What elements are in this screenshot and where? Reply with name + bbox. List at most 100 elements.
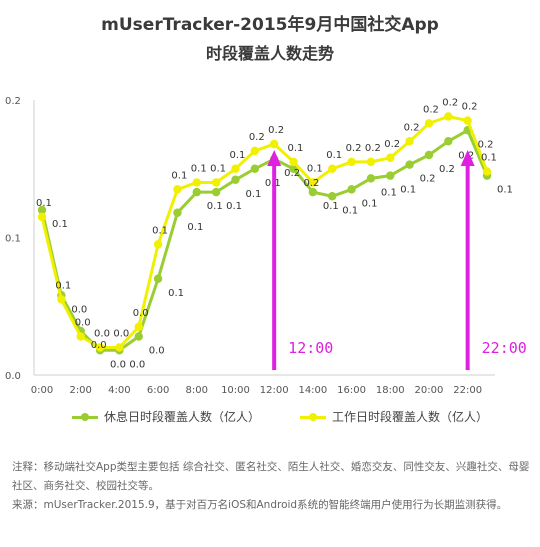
data-point [134, 332, 143, 341]
series-line-0 [40, 128, 489, 352]
data-point [482, 167, 492, 176]
data-label: 0.2 [423, 104, 439, 115]
annotation-label: 12:00 [288, 339, 333, 357]
data-point [231, 164, 240, 173]
data-label: 0.1 [381, 187, 397, 198]
y-tick-label: 0.1 [5, 234, 21, 245]
data-point [95, 343, 105, 352]
legend-item-work-day: 工作日时段覆盖人数（亿人） [300, 408, 488, 425]
data-label: 0.2 [346, 143, 362, 154]
annotation-arrow-head [460, 150, 475, 166]
data-label: 0.1 [481, 153, 497, 164]
legend-label-work-day: 工作日时段覆盖人数（亿人） [332, 410, 489, 424]
x-tick-label: 2:00 [69, 385, 91, 396]
data-label: 0.1 [152, 225, 168, 236]
data-point [347, 157, 356, 167]
data-point [153, 274, 163, 283]
data-label: 0.2 [420, 174, 436, 185]
data-label: 0.0 [113, 329, 129, 340]
data-label: 0.1 [497, 185, 513, 196]
data-point [405, 160, 414, 169]
data-label: 0.2 [249, 132, 265, 143]
data-label: 0.0 [71, 304, 87, 315]
data-label: 0.1 [326, 150, 342, 161]
data-label: 0.2 [404, 122, 420, 133]
data-point [444, 137, 453, 146]
data-label: 0.1 [52, 219, 68, 230]
data-point [366, 157, 376, 167]
data-point [444, 112, 453, 121]
data-point [115, 343, 124, 352]
annotation-arrow-head [267, 150, 282, 166]
x-tick-label: 18:00 [376, 385, 405, 396]
data-label: 0.2 [284, 168, 300, 179]
data-point [308, 178, 318, 187]
data-point [386, 153, 395, 162]
data-label: 0.1 [342, 205, 358, 216]
data-point [134, 322, 143, 332]
data-label: 0.1 [229, 150, 245, 161]
x-tick-label: 22:00 [453, 385, 482, 396]
data-label: 0.0 [75, 318, 91, 329]
data-label: 0.2 [442, 98, 458, 109]
data-label: 0.1 [210, 164, 226, 175]
chart-footnote: 注释：移动端社交App类型主要包括 综合社交、匿名社交、陌生人社交、婚恋交友、同… [12, 461, 530, 492]
y-tick-label: 0.2 [5, 96, 21, 107]
x-tick-label: 14:00 [298, 385, 327, 396]
data-label: 0.2 [384, 139, 400, 150]
data-label: 0.1 [288, 143, 304, 154]
data-point [250, 164, 260, 173]
data-label: 0.0 [91, 340, 107, 351]
data-point [37, 212, 47, 222]
data-point [289, 157, 298, 167]
legend-label-rest-day: 休息日时段覆盖人数（亿人） [104, 410, 261, 424]
data-label: 0.1 [191, 164, 207, 175]
data-label: 0.1 [171, 170, 187, 181]
data-label: 0.1 [55, 280, 71, 291]
legend-swatch-work-day [300, 413, 326, 421]
data-point [173, 208, 182, 217]
x-tick-label: 20:00 [415, 385, 444, 396]
chart-title-line1: mUserTracker-2015年9月中国社交App [101, 15, 439, 35]
x-tick-label: 12:00 [260, 385, 289, 396]
data-label: 0.0 [133, 308, 149, 319]
data-point [250, 146, 260, 156]
x-tick-label: 6:00 [147, 385, 169, 396]
data-label: 0.0 [94, 329, 110, 340]
data-point [424, 119, 434, 128]
data-point [192, 187, 201, 197]
data-point [231, 175, 240, 184]
data-point [153, 240, 163, 249]
legend-item-rest-day: 休息日时段覆盖人数（亿人） [72, 408, 260, 425]
data-point [289, 164, 298, 173]
data-label: 0.2 [439, 164, 455, 175]
data-label: 0.1 [187, 222, 203, 233]
data-point [366, 174, 376, 183]
x-tick-label: 4:00 [108, 385, 130, 396]
data-label: 0.1 [207, 201, 223, 212]
data-label: 0.2 [304, 178, 320, 189]
annotation-label: 22:00 [482, 339, 527, 357]
data-label: 0.1 [168, 288, 184, 299]
data-label: 0.1 [226, 201, 242, 212]
data-point [405, 137, 414, 146]
data-label: 0.2 [365, 143, 381, 154]
data-point [308, 187, 318, 197]
data-label: 0.1 [323, 201, 339, 212]
data-label: 0.1 [36, 198, 52, 209]
data-point [424, 150, 434, 160]
data-label: 0.1 [245, 189, 261, 200]
data-point [463, 116, 472, 125]
x-tick-label: 10:00 [221, 385, 250, 396]
data-point [211, 187, 221, 197]
data-label: 0.2 [268, 125, 284, 136]
data-label: 0.1 [307, 164, 323, 175]
data-point [57, 295, 66, 304]
data-point [328, 164, 337, 173]
data-label: 0.2 [462, 102, 478, 113]
chart-title-line2: 时段覆盖人数走势 [205, 44, 334, 63]
x-tick-label: 0:00 [31, 385, 53, 396]
legend-swatch-rest-day [72, 413, 98, 421]
data-label: 0.1 [400, 185, 416, 196]
